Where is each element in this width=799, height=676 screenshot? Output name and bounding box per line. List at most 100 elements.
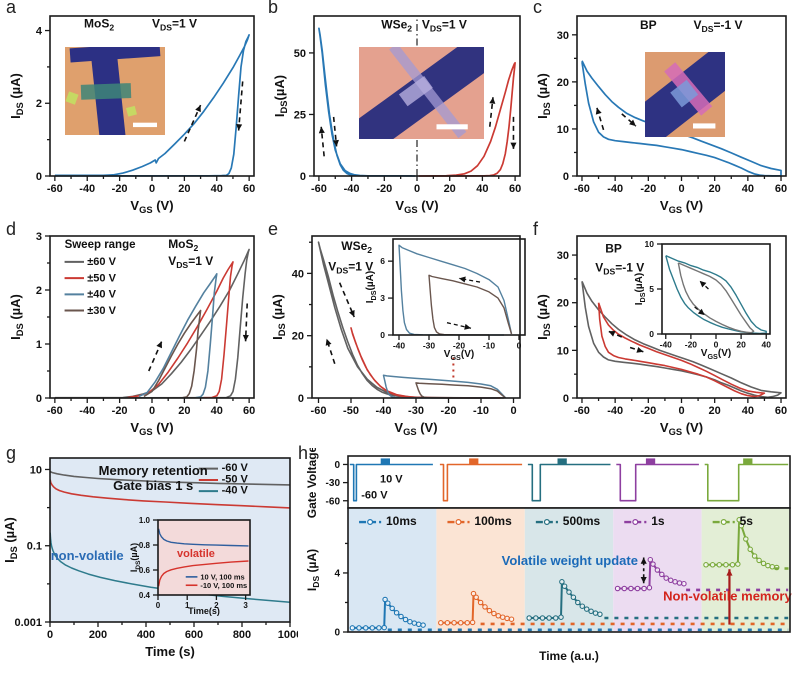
svg-text:VGS (V): VGS (V) [395,198,438,215]
svg-text:1.0: 1.0 [139,516,151,525]
panel-a-transfer-mos2: a MoS2 VDS=1 V -60 -40 -20 0 20 40 60 0 2 4 VGS (V) I… [6,0,264,222]
svg-text:20: 20 [178,183,190,195]
svg-text:10 V: 10 V [380,474,403,486]
svg-text:0: 0 [678,183,684,195]
svg-text:-20: -20 [376,183,392,195]
svg-text:-40: -40 [660,340,673,350]
svg-text:VGS (V): VGS (V) [394,420,437,437]
svg-text:0: 0 [380,330,385,340]
svg-text:VGS(V): VGS(V) [444,349,474,362]
svg-text:0: 0 [334,628,340,639]
svg-text:0.6: 0.6 [139,566,151,575]
panel-d-sweep-range-mos2: d Sweep range ±60 V ±50 V ±40 V ±30 V MoS2 VDS… [6,220,264,446]
svg-text:-60: -60 [574,183,590,195]
svg-text:non-volatile: non-volatile [51,548,124,563]
svg-text:VGS (V): VGS (V) [130,198,173,215]
svg-text:-40: -40 [79,405,95,417]
svg-text:-60: -60 [574,405,590,417]
svg-text:MoS2: MoS2 [168,237,198,253]
svg-text:20: 20 [557,77,569,89]
svg-text:-40 V: -40 V [222,484,249,496]
svg-text:VGS (V): VGS (V) [660,420,703,437]
svg-text:10: 10 [30,464,42,476]
svg-text:IDS(µA): IDS(µA) [272,75,289,117]
svg-text:-60: -60 [311,405,327,417]
panel-letter-b: b [268,0,279,17]
svg-text:-40: -40 [79,183,95,195]
svg-text:WSe2: WSe2 [381,17,412,33]
svg-text:40: 40 [292,268,304,280]
svg-text:5: 5 [649,284,654,294]
svg-text:60: 60 [243,405,255,417]
svg-text:0.4: 0.4 [139,591,151,600]
svg-text:-20: -20 [685,340,698,350]
svg-text:-50 V: -50 V [222,473,249,485]
svg-text:600: 600 [185,629,203,641]
svg-text:-20: -20 [640,405,656,417]
svg-text:-60: -60 [47,405,63,417]
panel-letter-e: e [268,219,279,239]
svg-text:0: 0 [156,601,161,610]
svg-text:60: 60 [775,405,787,417]
svg-text:WSe2: WSe2 [341,239,372,255]
svg-text:40: 40 [761,340,771,350]
svg-text:20: 20 [557,298,569,310]
svg-text:-20: -20 [112,183,128,195]
svg-text:-40: -40 [607,183,623,195]
plot-f-bp-sweep-range: BP VDS=-1 V -60 -40 -20 0 20 40 60 0 10 20 30 VGS (V)… [535,235,787,437]
svg-text:Volatile weight update: Volatile weight update [502,553,638,568]
svg-text:200: 200 [89,629,107,641]
svg-text:-60 V: -60 V [222,462,249,474]
svg-text:20: 20 [736,340,746,350]
svg-text:IDS(µA): IDS(µA) [634,273,647,305]
svg-text:4: 4 [334,569,340,580]
svg-text:40: 40 [742,183,754,195]
plot-h-pulse-response: 10 V -60 V 0 -30 -60 Gate Voltage 10ms 100ms 500… [305,448,793,663]
svg-text:0: 0 [298,393,304,405]
svg-text:IDS(µA): IDS(µA) [129,543,142,572]
svg-text:VDS=1 V: VDS=1 V [152,17,197,33]
svg-text:MoS2: MoS2 [84,17,114,33]
svg-text:VDS=1 V: VDS=1 V [328,259,373,275]
svg-text:0: 0 [149,405,155,417]
svg-text:-40: -40 [376,405,392,417]
svg-text:3: 3 [36,231,42,243]
panel-letter-f: f [533,219,539,239]
svg-text:Gate Voltage: Gate Voltage [305,448,319,518]
svg-text:-10: -10 [473,405,489,417]
panel-letter-h: h [298,443,309,463]
panel-letter-g: g [6,443,17,463]
svg-text:0: 0 [300,171,306,183]
svg-text:20: 20 [709,183,721,195]
svg-text:0: 0 [36,171,42,183]
panel-e-sweep-range-wse2: e WSe2 VDS=1 V -60 -50 -40 -30 -20 -10 0 0 20 40 VGS… [268,220,530,446]
svg-text:IDS (µA): IDS (µA) [305,549,321,591]
svg-text:25: 25 [294,109,306,121]
svg-text:60: 60 [243,183,255,195]
svg-text:2: 2 [36,98,42,110]
svg-text:IDS (µA): IDS (µA) [535,294,552,340]
svg-text:VDS=-1 V: VDS=-1 V [595,261,644,277]
svg-text:10: 10 [557,124,569,136]
svg-text:-10 V, 100 ms: -10 V, 100 ms [200,581,247,590]
svg-text:0: 0 [714,340,719,350]
svg-text:0: 0 [36,393,42,405]
svg-text:-10: -10 [483,341,496,351]
svg-text:-60: -60 [311,183,327,195]
plot-e-wse2-sweep-range: WSe2 VDS=1 V -60 -50 -40 -30 -20 -10 0 0 20 40 VGS (… [270,235,526,437]
svg-text:0.001: 0.001 [14,617,42,629]
svg-text:-30: -30 [326,478,341,489]
svg-text:Time(s): Time(s) [188,606,220,616]
svg-text:-60: -60 [47,183,63,195]
svg-text:VGS (V): VGS (V) [130,420,173,437]
svg-text:-20: -20 [112,405,128,417]
svg-text:0: 0 [510,405,516,417]
svg-text:0.1: 0.1 [27,541,42,553]
svg-text:2: 2 [214,601,219,610]
svg-text:±60 V: ±60 V [87,256,116,268]
svg-text:20: 20 [444,183,456,195]
svg-text:30: 30 [557,250,569,262]
